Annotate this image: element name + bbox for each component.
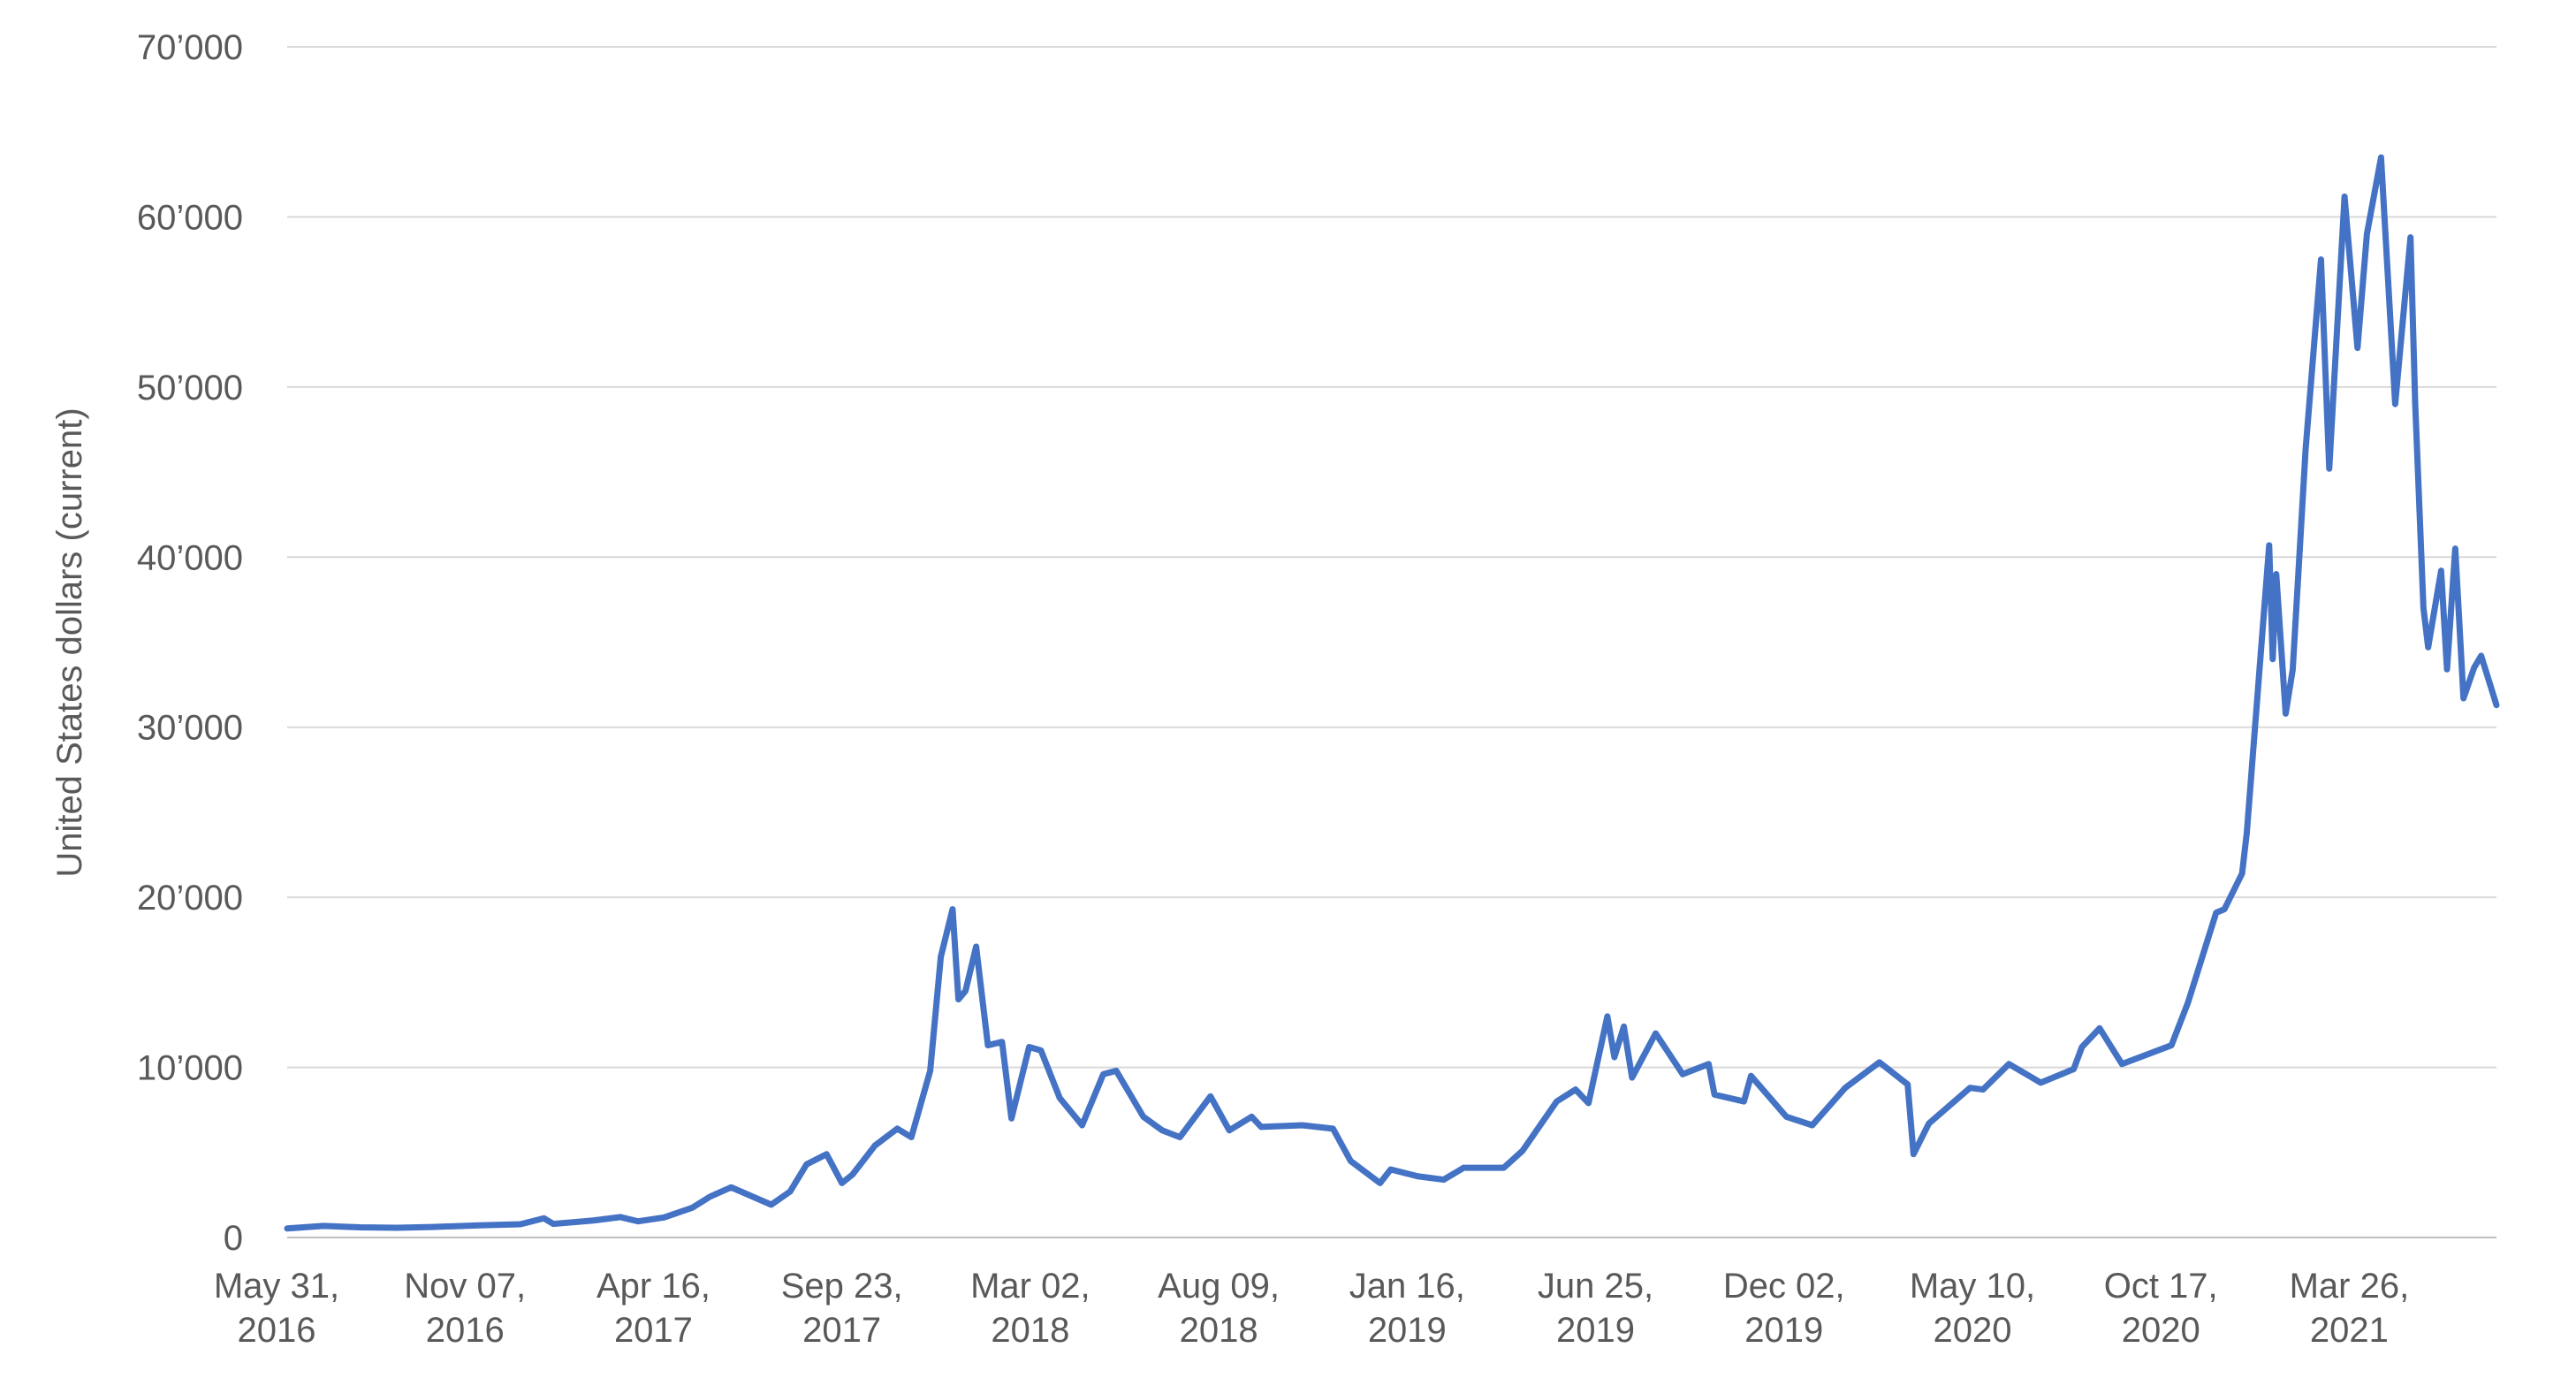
x-tick-label-line: May 31, xyxy=(214,1267,339,1306)
x-tick-label-line: 2019 xyxy=(1744,1311,1823,1350)
x-tick-label-line: 2019 xyxy=(1556,1311,1635,1350)
x-tick-label: Jan 16, 2019 xyxy=(1349,1267,1465,1350)
x-tick-label-line: 2020 xyxy=(2122,1311,2200,1350)
price-line xyxy=(284,154,2500,1232)
x-tick-label-line: 2016 xyxy=(426,1311,505,1350)
y-tick-label: 70’000 xyxy=(137,28,243,67)
x-tick-label: Apr 16, 2017 xyxy=(597,1267,710,1350)
x-tick-label-line: 2018 xyxy=(1180,1311,1258,1350)
x-tick-label-line: May 10, xyxy=(1910,1267,2035,1306)
x-tick-label-line: Mar 02, xyxy=(970,1267,1090,1306)
x-tick-label-line: 2019 xyxy=(1368,1311,1447,1350)
x-tick-label-line: Sep 23, xyxy=(781,1267,903,1306)
x-tick-label: Dec 02, 2019 xyxy=(1723,1267,1845,1350)
x-tick-label: May 10, 2020 xyxy=(1910,1267,2035,1350)
y-tick-label: 30’000 xyxy=(137,709,243,748)
x-tick-label-line: Jan 16, xyxy=(1349,1267,1465,1306)
x-tick-label-line: 2017 xyxy=(802,1311,881,1350)
x-tick-label: Mar 02, 2018 xyxy=(970,1267,1090,1350)
x-tick-label-line: Dec 02, xyxy=(1723,1267,1845,1306)
x-tick-label-line: 2020 xyxy=(1933,1311,2011,1350)
x-tick-label: Sep 23, 2017 xyxy=(781,1267,903,1350)
x-tick-label-line: Aug 09, xyxy=(1158,1267,1280,1306)
y-tick-label: 0 xyxy=(224,1219,243,1258)
y-tick-label: 40’000 xyxy=(137,538,243,577)
x-tick-label-line: Oct 17, xyxy=(2104,1267,2218,1306)
x-tick-label-line: Mar 26, xyxy=(2290,1267,2410,1306)
y-tick-label: 10’000 xyxy=(137,1049,243,1088)
x-tick-label-line: 2018 xyxy=(991,1311,1069,1350)
x-tick-label: Aug 09, 2018 xyxy=(1158,1267,1280,1350)
y-tick-label: 60’000 xyxy=(137,198,243,237)
y-tick-label: 50’000 xyxy=(137,369,243,407)
x-tick-label: Nov 07, 2016 xyxy=(404,1267,526,1350)
x-tick-label-line: 2021 xyxy=(2310,1311,2389,1350)
x-tick-label-line: 2017 xyxy=(614,1311,693,1350)
x-tick-label-line: Apr 16, xyxy=(597,1267,710,1306)
y-tick-label: 20’000 xyxy=(137,879,243,918)
x-tick-label: Jun 25, 2019 xyxy=(1538,1267,1653,1350)
x-tick-label-line: Nov 07, xyxy=(404,1267,526,1306)
x-tick-label-line: 2016 xyxy=(238,1311,316,1350)
x-tick-label: Mar 26, 2021 xyxy=(2290,1267,2410,1350)
x-tick-label: Oct 17, 2020 xyxy=(2104,1267,2218,1350)
x-tick-label-line: Jun 25, xyxy=(1538,1267,1653,1306)
x-tick-label: May 31, 2016 xyxy=(214,1267,339,1350)
y-axis-label: United States dollars (current) xyxy=(50,407,89,877)
